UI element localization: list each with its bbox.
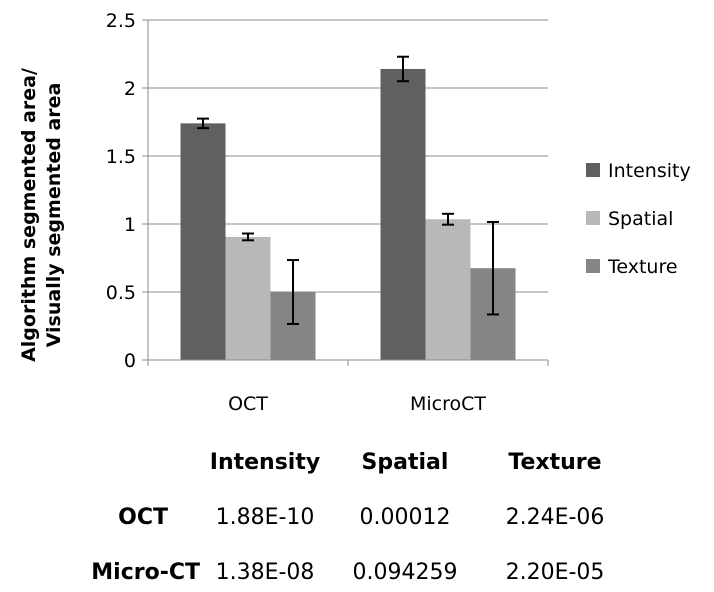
x-category-label: MicroCT <box>410 393 486 415</box>
y-tick-label: 2 <box>124 78 136 100</box>
bars <box>180 68 516 361</box>
legend-swatch-intensity <box>586 163 600 177</box>
y-tick-label: 0.5 <box>106 282 136 304</box>
bar-intensity-oct <box>180 123 226 360</box>
cell-oct-spatial: 0.00012 <box>359 505 451 530</box>
row-label-oct: OCT <box>118 505 168 530</box>
legend-swatch-texture <box>586 259 600 273</box>
y-tick-label: 1 <box>124 214 136 236</box>
y-axis-title-line2: Visually segmented area <box>43 83 65 348</box>
y-tick-label: 0 <box>124 350 136 372</box>
cell-microct-spatial: 0.094259 <box>352 560 458 585</box>
bar-chart: 0 0.5 1 1.5 2 2.5 OCT MicroCT Intensity Spatial… <box>18 10 691 415</box>
y-axis-title: Algorithm segmented area/ Visually segme… <box>18 68 65 362</box>
y-axis-title-line1: Algorithm segmented area/ <box>18 68 40 362</box>
y-tick-label: 1.5 <box>106 146 136 168</box>
legend-label-intensity: Intensity <box>608 160 691 182</box>
col-header-intensity: Intensity <box>209 450 321 475</box>
bar-spatial-oct <box>225 236 271 360</box>
col-header-texture: Texture <box>508 450 602 475</box>
legend-label-spatial: Spatial <box>608 208 673 230</box>
row-label-micro-ct: Micro-CT <box>91 560 200 585</box>
legend: Intensity Spatial Texture <box>586 160 691 278</box>
bar-intensity-microct <box>380 68 426 361</box>
cell-oct-texture: 2.24E-06 <box>505 505 605 530</box>
y-tick-labels: 0 0.5 1 1.5 2 2.5 <box>106 10 136 372</box>
cell-microct-intensity: 1.38E-08 <box>215 560 315 585</box>
bar-spatial-microct <box>425 219 471 360</box>
cell-oct-intensity: 1.88E-10 <box>215 505 315 530</box>
legend-label-texture: Texture <box>607 256 678 278</box>
error-bars <box>197 55 499 325</box>
cell-microct-texture: 2.20E-05 <box>505 560 605 585</box>
axes <box>142 19 549 366</box>
x-category-labels: OCT MicroCT <box>228 393 486 415</box>
y-tick-label: 2.5 <box>106 10 136 32</box>
col-header-spatial: Spatial <box>361 450 449 475</box>
legend-swatch-spatial <box>586 211 600 225</box>
x-category-label: OCT <box>228 393 268 415</box>
